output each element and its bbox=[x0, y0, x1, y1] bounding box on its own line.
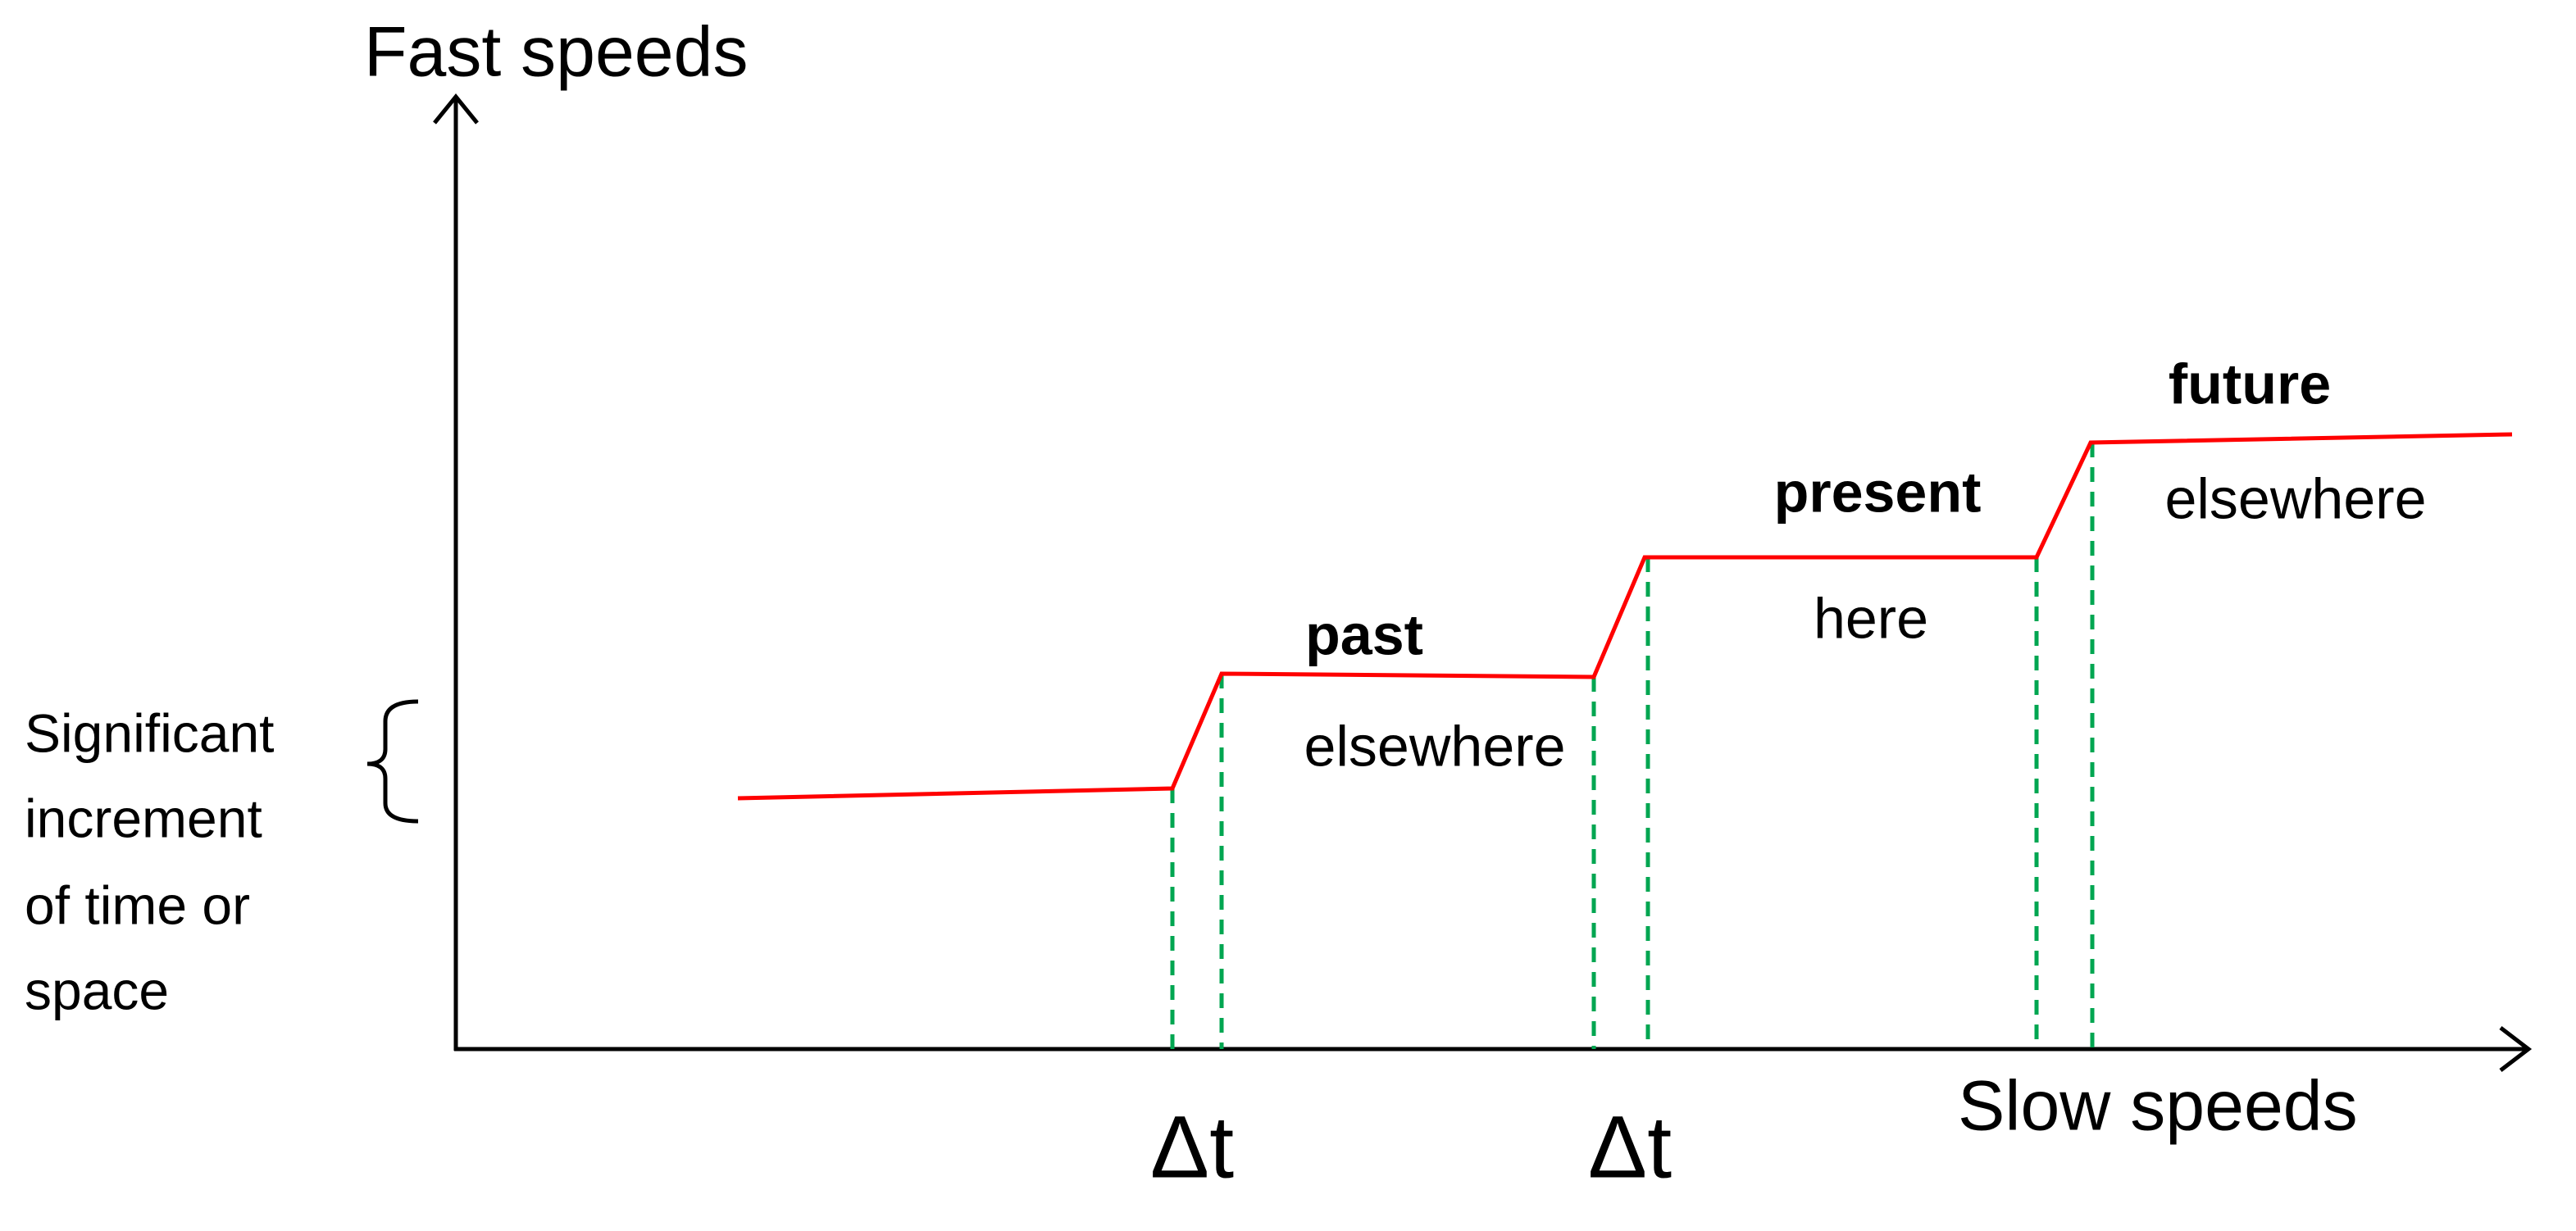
step-title: present bbox=[1774, 460, 1982, 524]
step-title: future bbox=[2169, 352, 2331, 416]
step-title: past bbox=[1305, 602, 1423, 666]
axes bbox=[433, 93, 2533, 1072]
side-note-line: space bbox=[25, 960, 169, 1020]
x-axis-label: Slow speeds bbox=[1958, 1067, 2358, 1146]
step-label: elsewhere bbox=[2164, 466, 2426, 530]
step-label: here bbox=[1814, 586, 1928, 650]
step-label: elsewhere bbox=[1304, 714, 1565, 778]
interval-label: Δt bbox=[1588, 1097, 1672, 1197]
interval-label: Δt bbox=[1150, 1097, 1234, 1197]
side-note-line: Significant bbox=[25, 702, 275, 763]
y-arrow bbox=[433, 93, 479, 125]
dashed-markers bbox=[1170, 443, 2095, 1049]
y-axis-label: Fast speeds bbox=[364, 13, 748, 92]
x-arrow bbox=[2499, 1026, 2533, 1072]
step-line bbox=[737, 432, 2513, 801]
side-note-line: of time or bbox=[25, 874, 250, 935]
brace bbox=[366, 699, 419, 824]
side-note-line: increment bbox=[25, 788, 262, 848]
